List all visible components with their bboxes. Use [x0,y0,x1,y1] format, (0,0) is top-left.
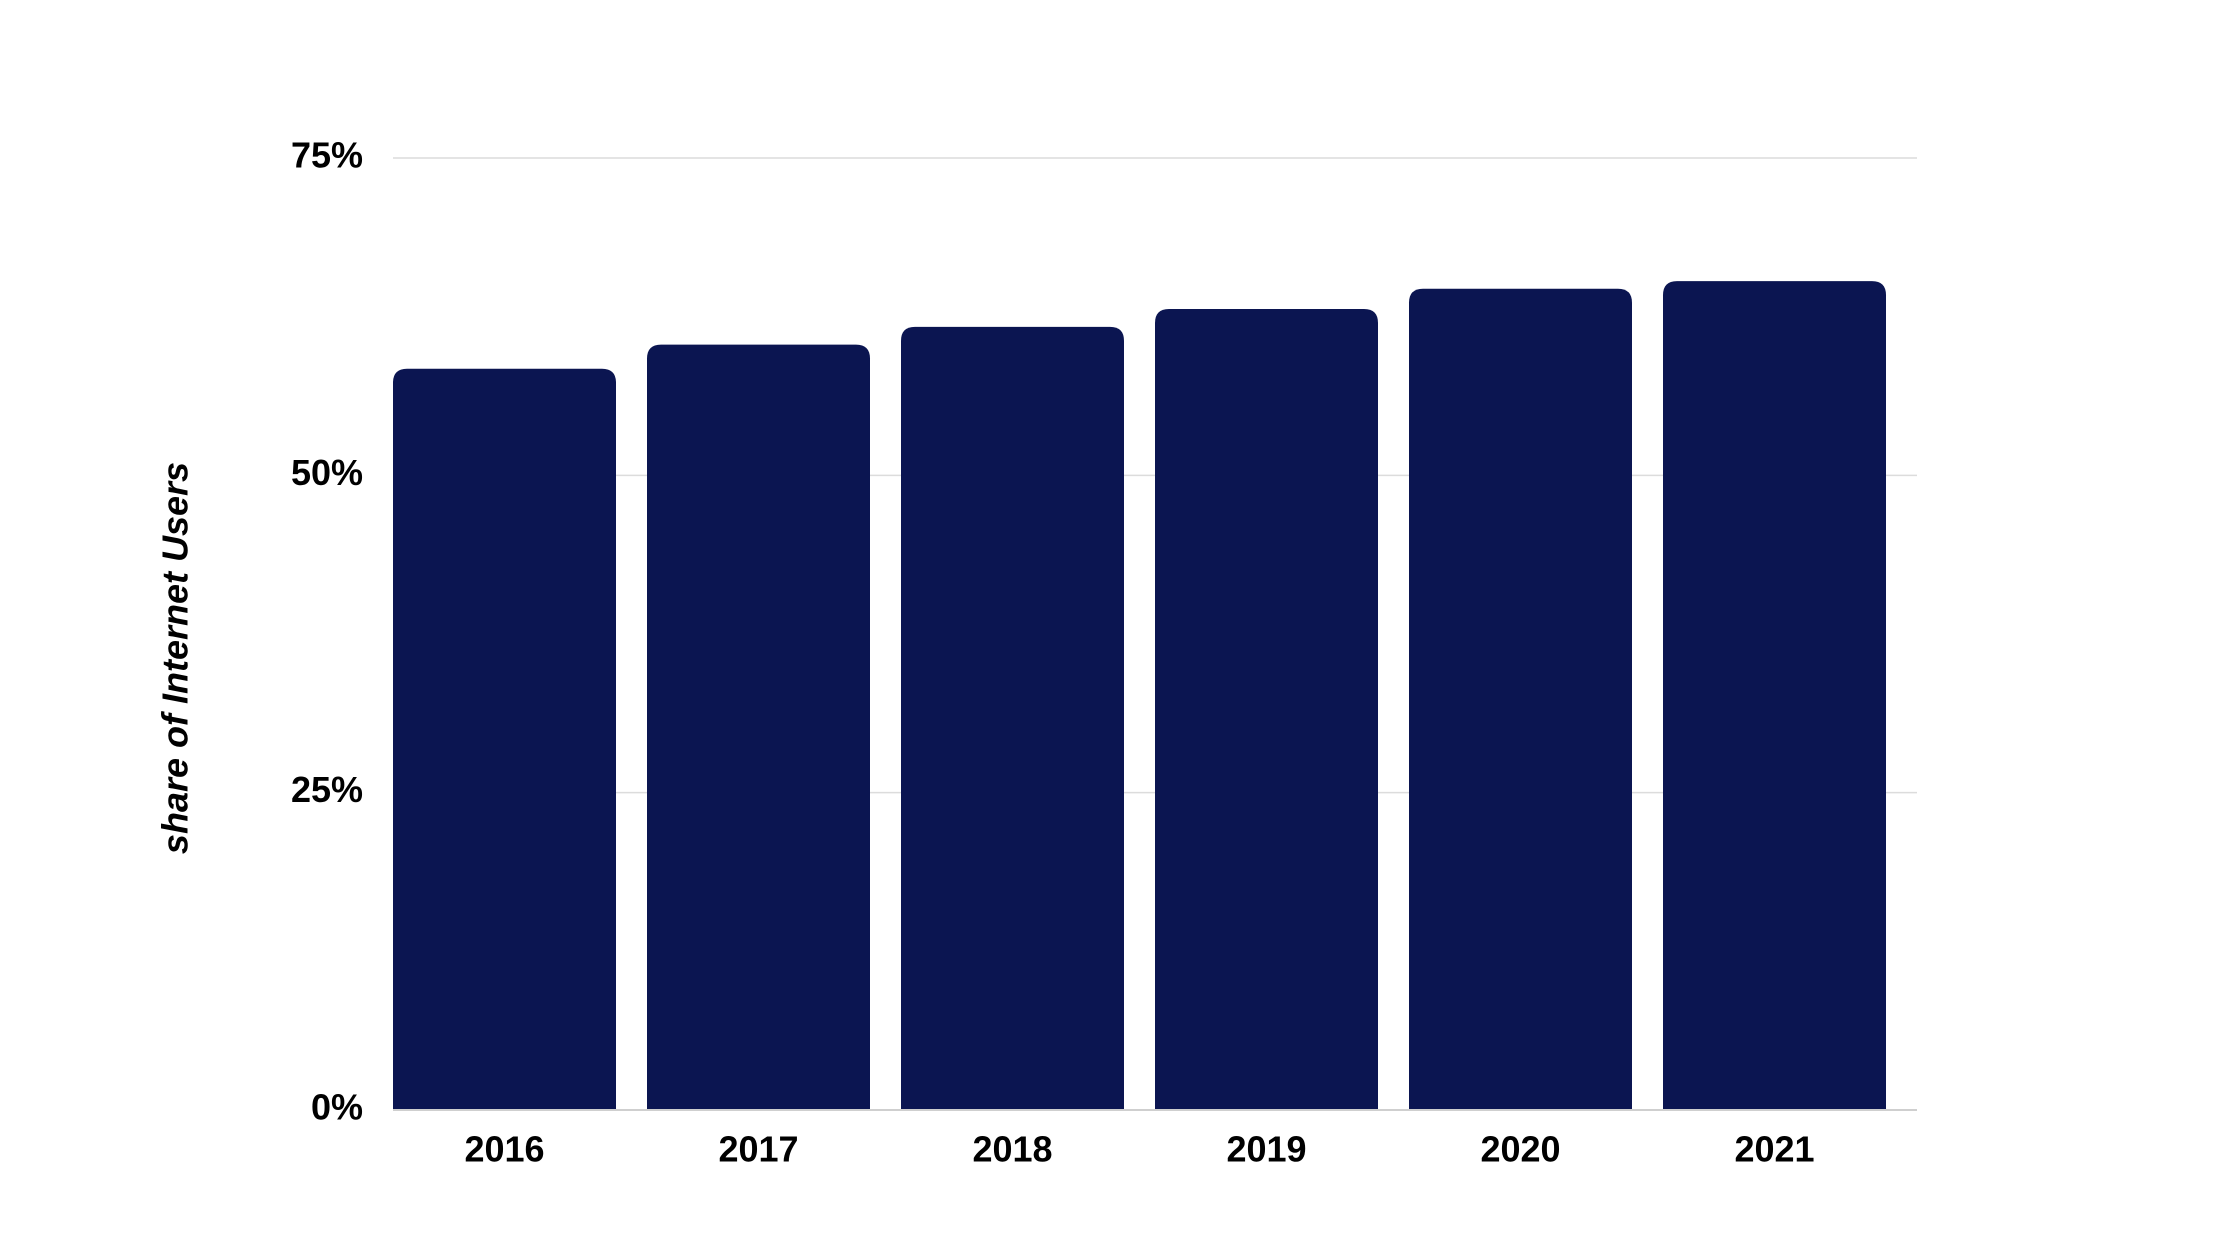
bars [393,281,1886,1111]
bar-2017 [647,344,870,1110]
bar-2019 [1155,309,1378,1110]
bar-2018 [901,326,1124,1111]
x-tick-label: 2020 [1480,1129,1560,1170]
x-tick-label: 2016 [464,1129,544,1170]
x-tick-label: 2019 [1226,1129,1306,1170]
bar-2021 [1663,281,1886,1110]
y-tick-label: 25% [291,769,363,810]
bar-2020 [1409,288,1632,1110]
x-tick-label: 2018 [972,1129,1052,1170]
y-axis-ticks: 0% 25% 50% 75% [291,135,363,1128]
y-axis-title: share of Internet Users [155,462,196,854]
bar-2016 [393,368,616,1110]
y-tick-label: 50% [291,452,363,493]
y-tick-label: 0% [311,1087,363,1128]
x-axis-ticks: 2016 2017 2018 2019 2020 2021 [464,1129,1814,1170]
y-tick-label: 75% [291,135,363,176]
x-tick-label: 2017 [718,1129,798,1170]
x-tick-label: 2021 [1734,1129,1814,1170]
